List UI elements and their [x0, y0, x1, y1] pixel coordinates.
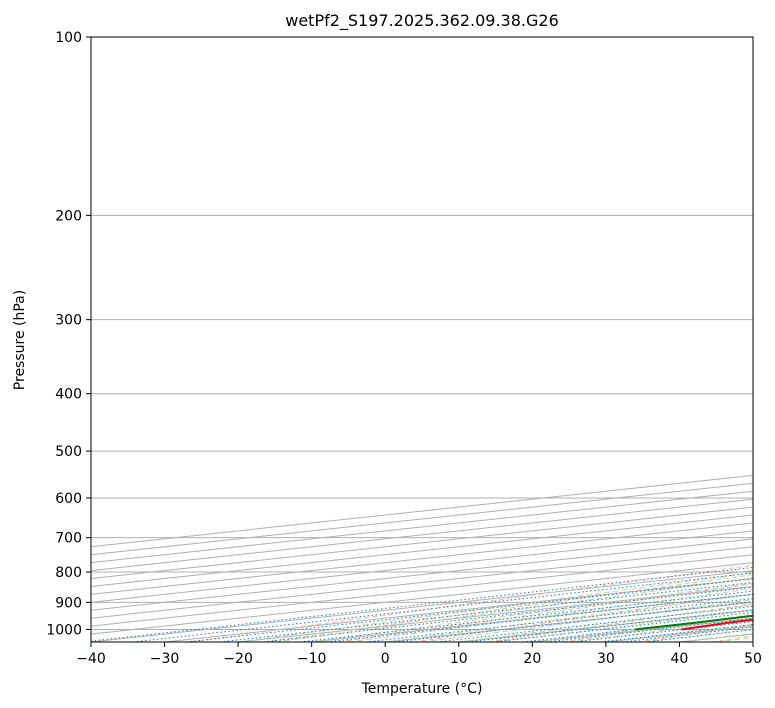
isotherm-line	[91, 514, 753, 587]
moist-adiabat	[385, 593, 753, 642]
moist-adiabat	[238, 572, 753, 642]
x-tick-label: 0	[381, 651, 390, 667]
x-tick-label: −30	[150, 651, 180, 667]
x-axis-ticks: −40 −30 −20 −10 0 10 20 30 40 50	[76, 642, 762, 667]
x-tick-label: −40	[76, 651, 106, 667]
isotherm-line	[91, 538, 753, 611]
moist-adiabats	[238, 572, 753, 642]
isotherm-line	[91, 522, 753, 595]
y-tick-label: 400	[55, 387, 82, 403]
moist-adiabat	[274, 577, 753, 642]
y-tick-label: 600	[55, 491, 82, 507]
x-tick-label: 10	[450, 651, 468, 667]
isotherm-line	[91, 474, 753, 548]
y-tick-label: 100	[55, 30, 82, 46]
y-tick-label: 800	[55, 565, 82, 581]
x-tick-label: −10	[297, 651, 327, 667]
x-tick-label: 30	[597, 651, 615, 667]
x-tick-label: 50	[744, 651, 762, 667]
y-axis-ticks: 100 200 300 400 500 600 700 800 900 1000	[46, 30, 91, 638]
x-axis-label: Temperature (°C)	[361, 681, 483, 697]
x-tick-label: −20	[223, 651, 253, 667]
isotherm-gridlines	[91, 474, 753, 642]
mixing-ratio-line	[91, 567, 753, 642]
isotherm-line	[91, 506, 753, 580]
mixing-ratio-line	[436, 605, 753, 642]
mixing-ratio-line	[467, 609, 753, 642]
isobar-gridlines	[91, 37, 753, 630]
y-tick-label: 500	[55, 444, 82, 460]
plot-area: -100-90-80-70-60-50-40-30-20-10010203040…	[91, 37, 753, 642]
mixing-ratio-line	[492, 611, 753, 642]
isotherm-line	[91, 482, 753, 556]
y-tick-label: 900	[55, 595, 82, 611]
chart-title: wetPf2_S197.2025.362.09.38.G26	[285, 11, 559, 31]
y-tick-label: 1000	[46, 622, 82, 638]
x-tick-label: 40	[671, 651, 689, 667]
dry-adiabat	[264, 574, 753, 642]
y-tick-label: 300	[55, 313, 82, 329]
y-tick-label: 200	[55, 208, 82, 224]
isotherm-line	[91, 530, 753, 603]
moist-adiabat	[311, 582, 753, 642]
plot-frame	[90, 36, 754, 643]
y-tick-label: 700	[55, 531, 82, 547]
y-axis-label: Pressure (hPa)	[12, 290, 28, 390]
mixing-ratio-line	[132, 572, 753, 642]
isotherm-line	[91, 498, 753, 572]
x-tick-label: 20	[523, 651, 541, 667]
isotherm-line	[91, 490, 753, 564]
